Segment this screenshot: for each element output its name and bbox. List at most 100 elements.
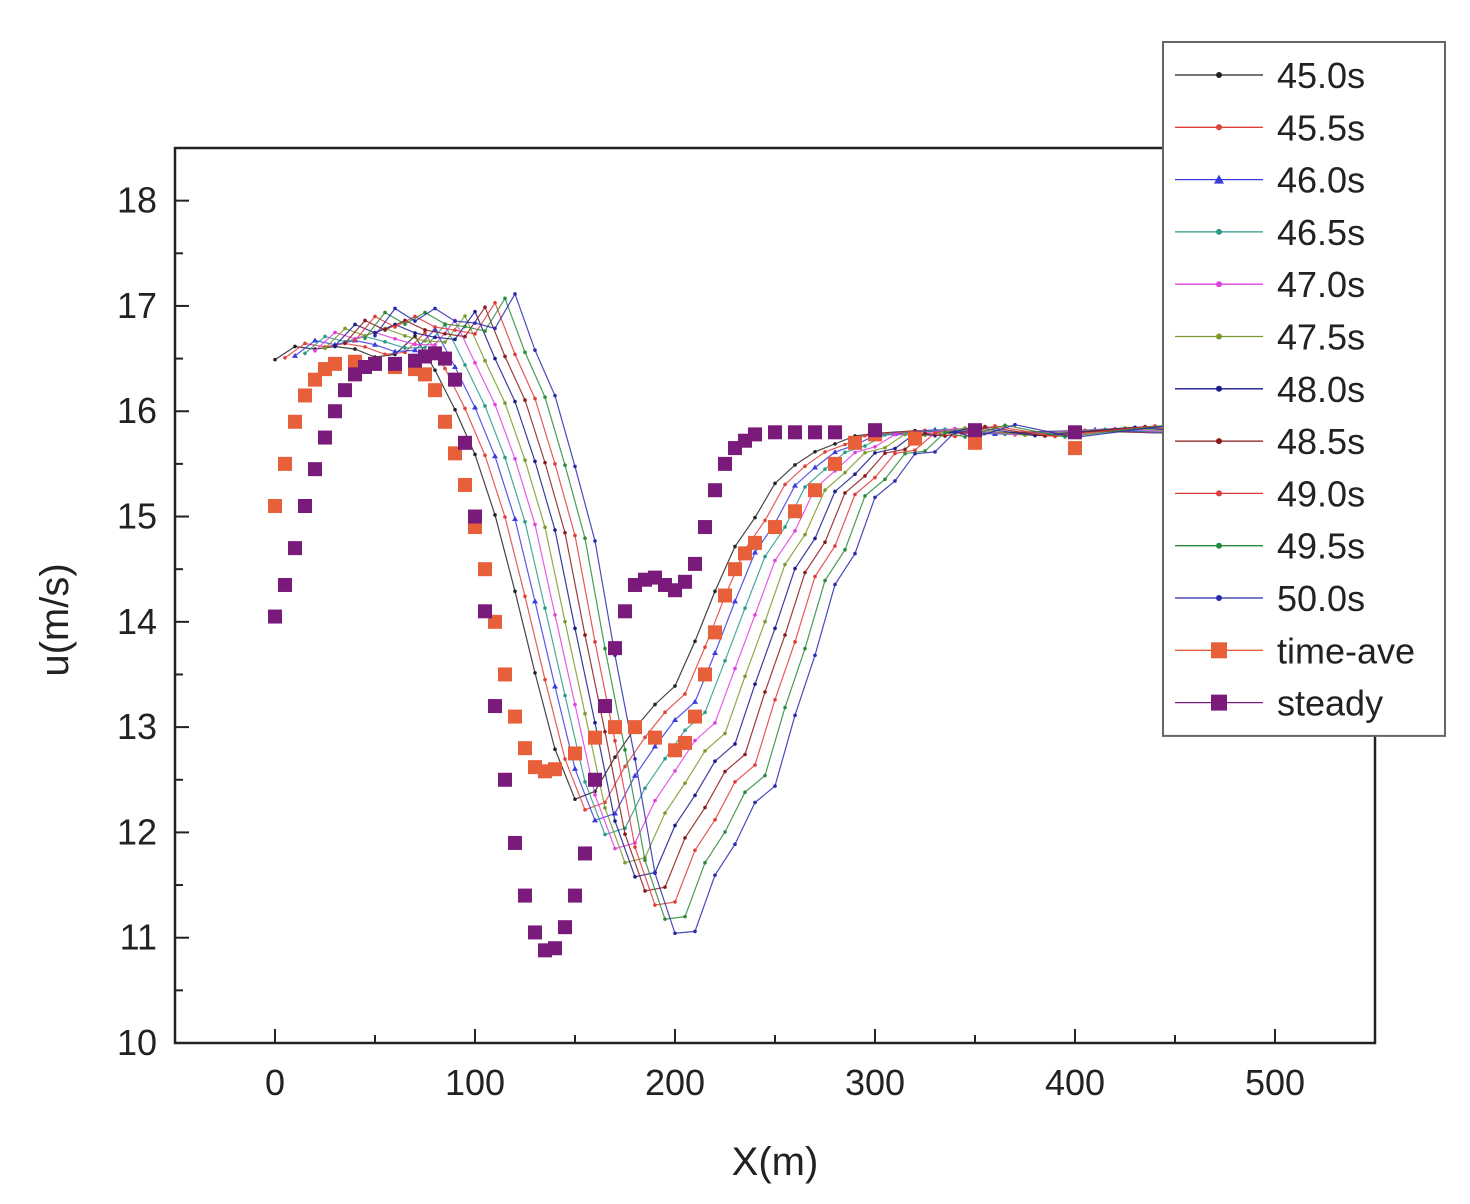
data-point [723, 731, 727, 736]
data-point [688, 556, 702, 571]
data-point [703, 710, 707, 715]
y-tick-label: 12 [117, 811, 157, 852]
data-point [278, 577, 292, 592]
legend-label: 47.5s [1277, 317, 1365, 358]
data-point [523, 519, 527, 524]
data-point [843, 470, 847, 475]
data-point [433, 325, 437, 329]
data-point [678, 574, 692, 589]
legend-marker [1216, 72, 1222, 78]
legend-marker [1216, 438, 1222, 445]
data-point [713, 589, 717, 594]
data-point [458, 435, 472, 450]
data-point [533, 522, 537, 527]
data-point [823, 467, 827, 471]
data-point [363, 318, 367, 323]
data-point [448, 446, 462, 461]
data-point [843, 548, 847, 552]
legend-marker [1211, 642, 1227, 659]
data-point [563, 619, 567, 624]
x-tick-label: 500 [1245, 1062, 1305, 1103]
data-point [513, 352, 517, 357]
data-point [423, 310, 427, 315]
legend-label: 48.5s [1277, 421, 1365, 462]
x-axis-title: X(m) [732, 1140, 819, 1184]
data-point [568, 746, 582, 761]
data-point [463, 324, 467, 329]
data-point [403, 322, 407, 326]
data-point [913, 448, 917, 452]
series-time-ave [268, 354, 1182, 779]
data-point [963, 435, 967, 439]
data-point [613, 819, 617, 823]
data-point [443, 340, 447, 344]
legend-label: time-ave [1277, 630, 1415, 671]
data-point [292, 352, 298, 358]
data-point [618, 604, 632, 619]
data-point [672, 716, 678, 722]
data-point [532, 598, 538, 604]
data-point [453, 407, 457, 412]
data-point [333, 343, 337, 348]
data-point [903, 432, 907, 436]
legend-label: 45.5s [1277, 107, 1365, 148]
data-point [318, 430, 332, 445]
data-point [673, 900, 677, 904]
data-point [373, 333, 377, 338]
data-point [463, 406, 467, 411]
y-tick-label: 13 [117, 706, 157, 747]
data-point [603, 646, 607, 651]
data-point [432, 326, 438, 332]
data-point [513, 399, 517, 404]
data-point [373, 314, 377, 319]
data-point [268, 609, 282, 624]
x-tick-label: 200 [645, 1062, 705, 1103]
data-point [598, 699, 612, 714]
data-point [433, 306, 437, 311]
data-point [268, 499, 282, 513]
data-point [768, 520, 782, 535]
data-point [588, 730, 602, 745]
y-tick-label: 11 [120, 917, 157, 958]
data-point [733, 666, 737, 671]
data-point [643, 858, 647, 863]
data-point [873, 495, 877, 500]
data-point [808, 483, 822, 498]
data-point [968, 423, 982, 438]
data-point [353, 338, 357, 343]
data-point [613, 846, 617, 851]
data-point [472, 404, 478, 410]
data-point [498, 772, 512, 787]
data-point [503, 354, 507, 359]
data-point [478, 604, 492, 619]
data-point [832, 449, 838, 455]
data-point [593, 539, 597, 543]
data-point [743, 606, 747, 610]
legend-marker [1216, 124, 1222, 131]
data-point [568, 888, 582, 903]
data-point [503, 296, 507, 301]
data-point [813, 449, 817, 454]
data-point [343, 341, 347, 346]
data-point [438, 414, 452, 429]
data-point [448, 372, 462, 387]
data-point [803, 464, 807, 468]
data-point [473, 309, 477, 314]
data-point [698, 520, 712, 535]
data-point [548, 762, 562, 777]
data-point [633, 875, 637, 879]
data-point [443, 366, 447, 371]
data-point [723, 769, 727, 774]
data-point [513, 292, 517, 296]
data-point [693, 738, 697, 743]
data-point [313, 348, 317, 353]
data-point [423, 345, 427, 350]
data-point [473, 321, 477, 325]
data-point [763, 773, 767, 778]
data-point [683, 781, 687, 785]
data-point [683, 914, 687, 919]
data-point [363, 345, 367, 349]
data-point [543, 606, 547, 610]
data-point [463, 363, 467, 367]
data-point [513, 589, 517, 594]
